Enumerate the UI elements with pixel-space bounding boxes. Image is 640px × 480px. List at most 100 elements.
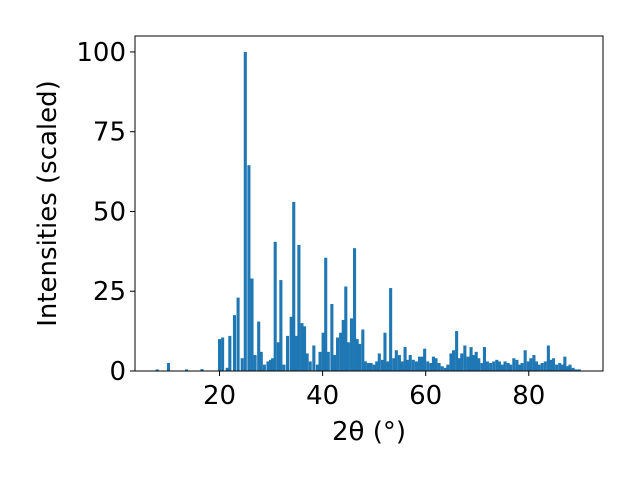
y-axis-label: Intensities (scaled): [33, 80, 63, 327]
bar: [341, 319, 345, 371]
bar: [397, 355, 401, 371]
bar: [346, 342, 350, 371]
bar: [243, 51, 247, 371]
bar: [534, 361, 539, 371]
bar: [377, 353, 381, 371]
bar: [472, 355, 476, 371]
bar: [332, 355, 337, 371]
bar: [303, 326, 307, 371]
bar: [540, 363, 544, 371]
bar: [551, 358, 556, 371]
x-tick-label: 20: [203, 381, 236, 411]
bar: [286, 335, 290, 371]
bar: [474, 351, 478, 371]
bar: [574, 369, 578, 371]
bar: [417, 356, 422, 371]
bar: [228, 335, 232, 371]
bar: [225, 367, 229, 371]
bar: [250, 278, 254, 371]
bar: [353, 248, 357, 371]
x-tick-label: 60: [409, 381, 442, 411]
bar: [577, 369, 581, 371]
x-tick-label: 80: [512, 381, 545, 411]
bar: [344, 286, 348, 371]
bar: [257, 321, 261, 371]
bar: [500, 364, 504, 371]
bar: [480, 363, 484, 371]
bar: [339, 332, 343, 371]
bar: [555, 364, 559, 371]
y-tick-label: 50: [93, 197, 126, 227]
bar: [515, 359, 519, 371]
bar: [361, 329, 365, 371]
y-tick-label: 0: [109, 357, 126, 387]
plot-background: [135, 36, 603, 371]
bar: [489, 363, 493, 371]
bar: [469, 347, 473, 371]
bar: [420, 356, 424, 371]
bar: [262, 364, 266, 371]
bar: [369, 363, 373, 371]
bar: [558, 363, 562, 371]
bar: [166, 363, 171, 371]
bar: [273, 241, 277, 371]
bar: [466, 356, 470, 371]
bar: [449, 353, 453, 371]
bar: [517, 364, 522, 371]
bar: [568, 364, 572, 371]
bar: [279, 280, 283, 371]
bar: [506, 363, 510, 371]
bar: [411, 359, 415, 371]
bar: [440, 366, 444, 371]
bar: [386, 361, 390, 371]
bar: [294, 335, 298, 371]
bar: [463, 345, 467, 371]
bar: [221, 337, 225, 371]
bar: [543, 361, 547, 371]
bar: [292, 201, 296, 371]
bar: [549, 359, 553, 371]
bar: [200, 369, 204, 371]
bar: [509, 364, 513, 371]
bar: [451, 350, 456, 371]
bar: [358, 343, 362, 371]
bar: [312, 345, 316, 371]
bar: [560, 364, 564, 371]
plot-frame: [134, 35, 604, 372]
bar: [429, 363, 433, 371]
x-tick-label: 40: [306, 381, 339, 411]
bar: [526, 361, 530, 371]
bar: [247, 165, 251, 371]
bar: [315, 364, 319, 371]
bar: [266, 361, 270, 371]
bar: [330, 304, 334, 371]
y-tick-label: 100: [76, 38, 126, 68]
bar: [392, 358, 396, 371]
bar: [240, 358, 244, 371]
x-axis: 20 40 60 80: [203, 371, 545, 411]
bar: [520, 363, 524, 371]
bar: [477, 358, 481, 371]
bar: [537, 364, 541, 371]
bar: [408, 355, 412, 371]
bar: [308, 361, 312, 371]
bar: [571, 367, 575, 371]
bar: [532, 355, 536, 371]
bar: [372, 364, 376, 371]
bar: [366, 363, 371, 371]
bar: [455, 331, 459, 371]
bar: [400, 361, 404, 371]
bar: [394, 350, 398, 371]
bar: [349, 318, 354, 371]
bar: [336, 337, 340, 371]
bar: [403, 347, 407, 371]
bar: [253, 355, 257, 371]
bar: [326, 351, 330, 371]
bar: [363, 361, 367, 371]
bar: [300, 323, 304, 371]
bar: [460, 353, 464, 371]
bar: [437, 363, 441, 371]
bar: [217, 339, 222, 371]
bar: [289, 316, 293, 371]
